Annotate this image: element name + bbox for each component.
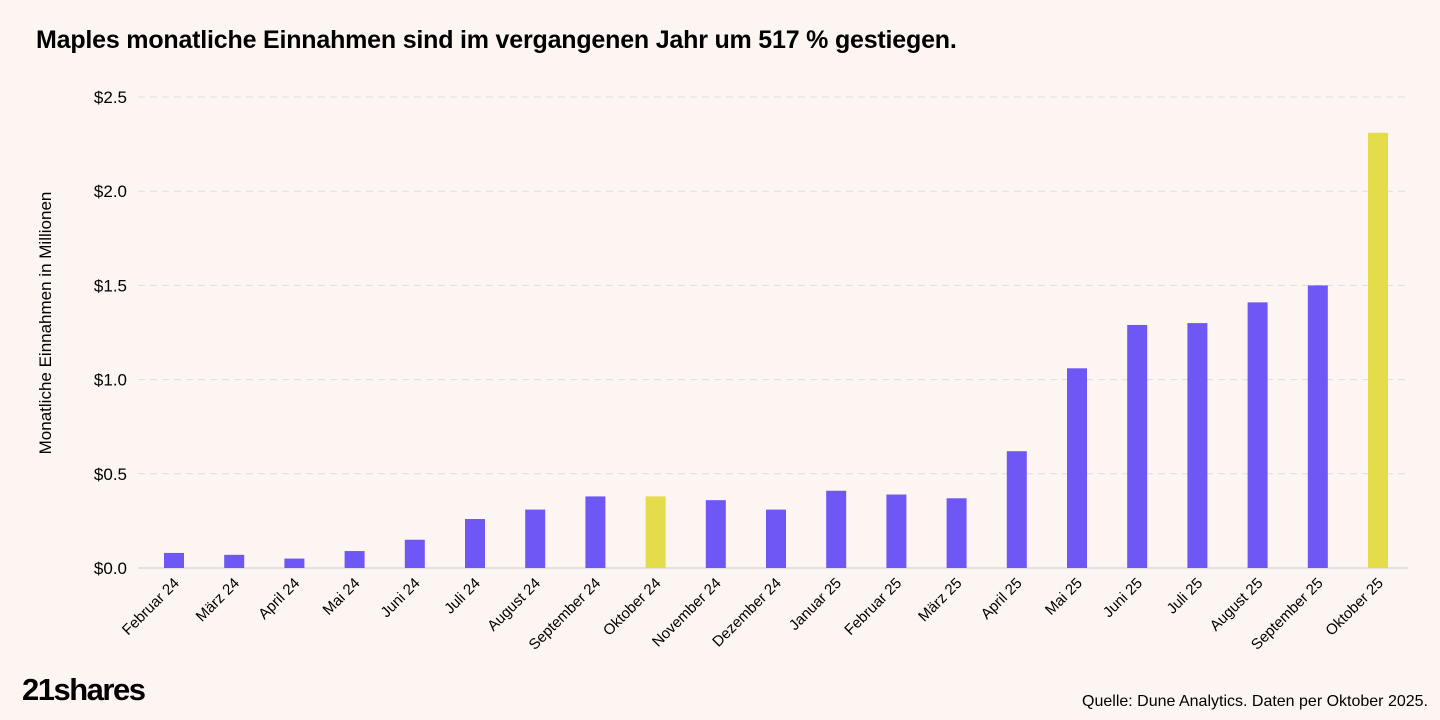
bar (164, 552, 184, 568)
x-tick-label: April 25 (978, 575, 1026, 623)
x-tick-label: April 24 (255, 575, 303, 623)
x-tick-label: Februar 24 (119, 575, 183, 639)
y-tick-label: $0.0 (94, 559, 127, 578)
bar (1247, 302, 1268, 568)
x-tick-label: August 24 (484, 575, 544, 635)
bar (224, 554, 245, 568)
bar (886, 494, 907, 568)
x-tick-label: März 24 (193, 575, 243, 625)
bar (525, 509, 546, 568)
y-tick-label: $1.5 (94, 276, 127, 295)
x-tick-label: Juli 24 (441, 575, 484, 618)
bar (465, 519, 485, 568)
x-tick-label: Juni 24 (377, 575, 423, 621)
bar (585, 496, 606, 568)
x-tick-label: Mai 24 (320, 575, 364, 619)
bar (946, 498, 967, 568)
x-tick-label: Februar 25 (841, 575, 905, 639)
x-tick-label: Juli 25 (1164, 575, 1207, 618)
bar-highlighted (1368, 132, 1388, 568)
bar (705, 500, 726, 568)
brand-logo: 21shares (22, 672, 146, 707)
x-tick-label: August 25 (1207, 575, 1267, 635)
x-tick-label: Januar 25 (786, 575, 845, 634)
bar (1006, 451, 1027, 568)
y-tick-label: $1.0 (94, 371, 127, 390)
bar (404, 539, 425, 568)
y-tick-label: $2.0 (94, 182, 127, 201)
x-tick-labels: Februar 24 März 24 April 24 Mai 24 Juni 24 Ju… (119, 575, 1387, 654)
x-tick-label: Oktober 24 (600, 575, 665, 640)
chart-title: Maples monatliche Einnahmen sind im verg… (36, 26, 957, 54)
x-tick-label: März 25 (915, 575, 965, 625)
y-tick-label: $2.5 (94, 88, 127, 107)
x-tick-label: Mai 25 (1042, 575, 1086, 619)
bar (1307, 285, 1328, 568)
bar (284, 558, 305, 568)
bar (344, 551, 365, 568)
bar (826, 490, 847, 568)
bar (1127, 324, 1148, 568)
bar (1067, 368, 1087, 568)
bar-highlighted (645, 496, 666, 568)
grid-lines (138, 96, 1408, 569)
y-tick-label: $0.5 (94, 465, 127, 484)
y-tick-labels: $0.0 $0.5 $1.0 $1.5 $2.0 $2.5 (94, 88, 127, 578)
bars (164, 132, 1388, 568)
bar (1187, 323, 1208, 568)
bar (766, 509, 786, 568)
source-note: Quelle: Dune Analytics. Daten per Oktobe… (1082, 693, 1428, 710)
x-tick-label: Oktober 25 (1322, 575, 1387, 640)
x-tick-label: Juni 25 (1100, 575, 1146, 621)
